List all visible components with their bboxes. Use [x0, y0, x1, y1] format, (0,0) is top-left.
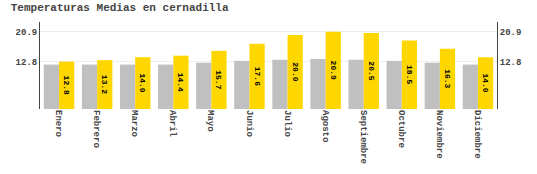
svg-text:14.4: 14.4: [176, 73, 185, 92]
svg-text:17.6: 17.6: [253, 67, 262, 86]
svg-text:12.8: 12.8: [16, 58, 38, 68]
svg-text:Temperaturas Medias en cernadi: Temperaturas Medias en cernadilla: [11, 2, 229, 14]
svg-text:18.5: 18.5: [405, 65, 414, 84]
svg-text:Diciembre: Diciembre: [472, 110, 482, 159]
svg-text:16.3: 16.3: [443, 69, 452, 88]
svg-text:15.7: 15.7: [214, 70, 223, 89]
svg-text:Noviembre: Noviembre: [434, 110, 444, 159]
svg-text:20.9: 20.9: [16, 28, 38, 38]
svg-text:Agosto: Agosto: [320, 110, 330, 142]
svg-text:20.9: 20.9: [329, 61, 338, 80]
svg-text:Enero: Enero: [53, 110, 63, 137]
svg-text:20.9: 20.9: [500, 28, 522, 38]
svg-text:Junio: Junio: [244, 110, 254, 137]
svg-text:Octubre: Octubre: [396, 110, 406, 148]
svg-text:Marzo: Marzo: [129, 110, 139, 137]
svg-text:12.8: 12.8: [500, 58, 522, 68]
svg-text:20.0: 20.0: [291, 62, 300, 81]
svg-text:20.5: 20.5: [367, 61, 376, 80]
svg-text:14.0: 14.0: [138, 73, 147, 92]
svg-text:Mayo: Mayo: [205, 110, 215, 132]
svg-text:Febrero: Febrero: [91, 110, 101, 148]
svg-text:14.0: 14.0: [481, 73, 490, 92]
svg-text:Abril: Abril: [167, 110, 177, 138]
svg-text:13.2: 13.2: [100, 75, 109, 94]
svg-text:Septiembre: Septiembre: [358, 110, 368, 164]
svg-text:Julio: Julio: [282, 110, 292, 137]
svg-text:12.8: 12.8: [62, 76, 71, 95]
